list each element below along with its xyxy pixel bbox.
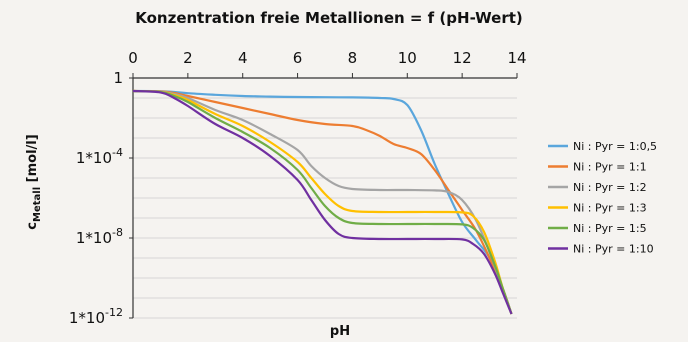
legend-label: Ni : Pyr = 1:2 <box>573 181 647 194</box>
series-line-5 <box>132 89 513 315</box>
y-tick-labels: 1 1*10-4 1*10-8 1*10-12 <box>69 69 123 327</box>
y-axis-label-main: c <box>25 222 40 230</box>
x-tick-label: 14 <box>507 49 526 67</box>
x-tick-label: 2 <box>183 49 193 67</box>
legend-label: Ni : Pyr = 1:0,5 <box>573 140 657 153</box>
series-line-2 <box>132 89 513 315</box>
y-tick-label: 1*10-12 <box>69 306 123 327</box>
y-tick-label: 1*10-4 <box>76 146 123 167</box>
x-tick-label: 0 <box>128 49 138 67</box>
legend-label: Ni : Pyr = 1:10 <box>573 243 654 256</box>
plot-area <box>129 73 518 319</box>
series-line-4 <box>132 89 513 315</box>
x-tick-label: 4 <box>238 49 248 67</box>
x-tick-labels: 0 2 4 6 8 10 12 14 <box>128 49 526 67</box>
series-line-6 <box>132 89 513 315</box>
series-line-3 <box>132 89 513 315</box>
series-line-1 <box>132 89 513 315</box>
x-tick-label: 10 <box>398 49 417 67</box>
x-tick-label: 6 <box>293 49 303 67</box>
legend-label: Ni : Pyr = 1:5 <box>573 222 647 235</box>
y-tick-label: 1 <box>113 69 123 87</box>
svg-text:cMetall [mol/l]: cMetall [mol/l] <box>25 134 43 229</box>
chart-title: Konzentration freie Metallionen = f (pH-… <box>135 9 523 27</box>
x-axis-label: pH <box>330 324 350 339</box>
x-tick-label: 12 <box>453 49 472 67</box>
x-tick-label: 8 <box>348 49 358 67</box>
legend-label: Ni : Pyr = 1:3 <box>573 202 647 215</box>
y-axis-label: cMetall [mol/l] <box>25 134 43 229</box>
y-axis-label-unit: [mol/l] <box>25 134 40 187</box>
legend-label: Ni : Pyr = 1:1 <box>573 161 647 174</box>
legend: Ni : Pyr = 1:0,5 Ni : Pyr = 1:1 Ni : Pyr =… <box>548 140 657 256</box>
y-axis-label-sub: Metall <box>32 187 43 222</box>
y-tick-label: 1*10-8 <box>76 226 123 247</box>
